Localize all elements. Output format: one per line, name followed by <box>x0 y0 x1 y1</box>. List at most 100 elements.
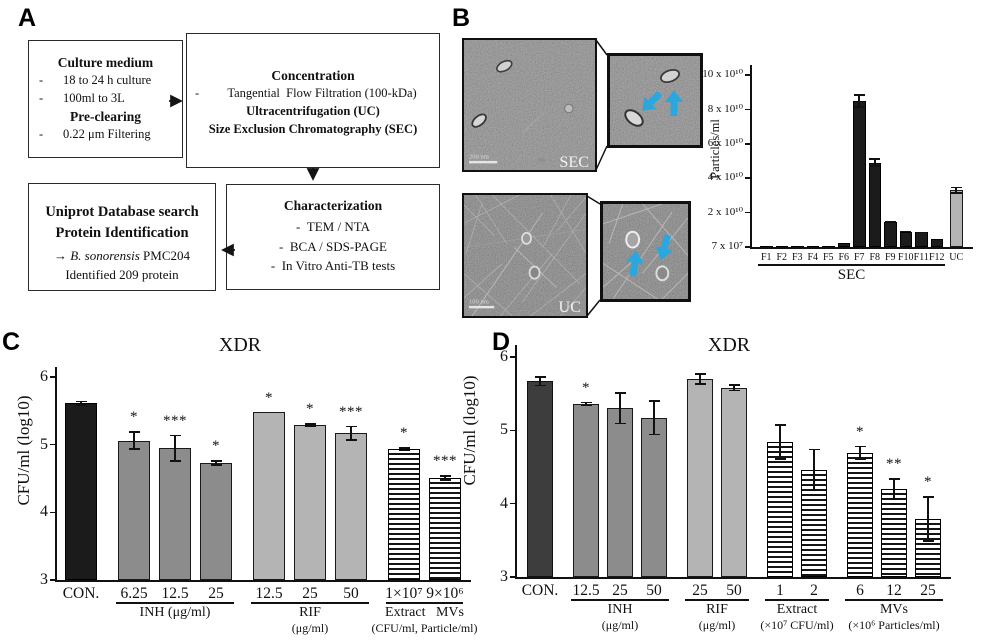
bar <box>641 417 667 577</box>
box-culture-title: Culture medium <box>57 55 154 70</box>
x-tick-label: 1 <box>776 582 784 599</box>
error-cap <box>534 384 546 387</box>
error-cap <box>853 106 865 108</box>
y-tick-mark <box>745 108 750 111</box>
scale-bar-label: 100 nm <box>469 298 489 305</box>
sec-inset-art <box>610 56 700 145</box>
bar <box>721 387 747 577</box>
error-bar <box>858 93 861 108</box>
y-tick-label: 6 x 10¹⁰ <box>707 136 743 149</box>
panel-b-label: B <box>452 4 471 32</box>
list-item-text: TEM / NTA <box>306 219 371 234</box>
error-cap <box>210 460 222 462</box>
x-axis <box>750 247 973 249</box>
significance-label: * <box>212 438 220 455</box>
group-label: INH (μg/ml) <box>139 605 211 620</box>
x-tick-label: 9×10⁶ <box>426 585 464 602</box>
xdr-cfu-bar-chart-c: 6 5 4 3 CON. * 6.25 *** 12.5 * 25 * 12.5 * 25 *** 50 * 1×1… <box>0 330 492 641</box>
dash-bullet: - <box>39 91 44 105</box>
bar <box>868 162 881 247</box>
box-characterization-title: Characterization <box>283 198 383 213</box>
error-cap <box>869 158 881 160</box>
error-bar <box>174 434 176 462</box>
y-tick-mark <box>510 429 515 432</box>
scale-bar <box>469 305 495 309</box>
error-bar <box>733 384 735 392</box>
error-cap <box>888 478 900 480</box>
error-bar <box>80 400 82 407</box>
error-cap <box>398 449 410 452</box>
scale-bar-label: 200 nm <box>469 153 489 160</box>
uc-inset-connector <box>586 299 601 317</box>
vesicle <box>564 103 574 114</box>
y-tick-label: 4 <box>40 503 48 521</box>
list-item: - TEM / NTA <box>227 217 439 237</box>
error-cap <box>853 93 865 96</box>
y-tick-label: 10 x 10¹⁰ <box>702 68 743 81</box>
error-bar <box>653 400 655 436</box>
x-axis <box>55 580 471 582</box>
x-tick-label: F6 <box>838 252 850 263</box>
vesicle <box>625 230 641 249</box>
y-axis <box>750 65 752 249</box>
y-tick-mark <box>50 376 55 378</box>
dash-bullet: - <box>295 219 301 234</box>
y-tick-mark <box>50 579 55 581</box>
error-cap <box>884 221 896 224</box>
group-label: Extract <box>776 602 818 617</box>
dash-bullet: - <box>195 86 200 100</box>
strain-name: PMC204 <box>139 248 191 263</box>
error-cap <box>439 475 451 477</box>
error-bar <box>350 425 352 441</box>
significance-label: * <box>130 409 138 426</box>
list-item: - 0.22 μm Filtering <box>29 125 182 143</box>
bar <box>527 381 553 577</box>
vesicle <box>496 59 513 73</box>
significance-label: *** <box>339 403 363 420</box>
bar <box>388 449 420 580</box>
x-tick-label: 12.5 <box>255 585 283 602</box>
vesicle <box>624 109 644 127</box>
list-item-text: In Vitro Anti-TB tests <box>281 258 396 273</box>
error-cap <box>345 439 357 441</box>
error-bar <box>699 373 701 385</box>
y-tick-mark <box>745 74 750 76</box>
bar <box>118 440 150 580</box>
error-bar <box>927 496 929 542</box>
y-tick-label: 6 <box>40 368 48 386</box>
error-cap <box>75 400 87 403</box>
bar <box>847 453 873 577</box>
group-underline <box>845 599 943 601</box>
dash-bullet: - <box>39 127 44 141</box>
x-tick-label: F7 <box>853 252 865 263</box>
bar <box>200 462 232 580</box>
error-cap <box>888 498 900 500</box>
x-tick-label: CON. <box>521 582 559 599</box>
vesicle <box>659 68 681 84</box>
error-cap <box>774 458 786 460</box>
x-tick-label: 50 <box>646 582 662 599</box>
y-tick-label: 4 <box>500 494 508 512</box>
list-item-text: 100ml to 3L <box>63 91 125 105</box>
species-name: B. sonorensis <box>70 248 140 263</box>
y-tick-label: 6 <box>500 348 508 366</box>
dash-bullet: - <box>279 238 284 254</box>
panel-d-title: XDR <box>707 334 751 356</box>
box-concentration-line3: Size Exclusion Chromatography (SEC) <box>208 122 418 136</box>
y-tick-label: 4 x 10¹⁰ <box>707 171 743 184</box>
group-underline <box>765 599 829 601</box>
error-bar <box>309 423 311 428</box>
error-cap <box>854 458 866 461</box>
list-item-text: BCA / SDS-PAGE <box>289 238 387 254</box>
group-sublabel: (μg/ml) <box>698 618 736 632</box>
panel-a-label: A <box>18 4 37 32</box>
uc-inset-image <box>600 201 691 302</box>
y-tick-label: 8 x 10¹⁰ <box>707 102 743 115</box>
x-axis <box>515 577 951 579</box>
group-underline <box>116 602 234 604</box>
bar <box>930 239 943 247</box>
error-cap <box>950 186 962 189</box>
group-label: SEC <box>837 267 866 283</box>
x-tick-label: F12 <box>928 252 945 263</box>
group-sublabel: (μg/ml) <box>601 618 639 632</box>
